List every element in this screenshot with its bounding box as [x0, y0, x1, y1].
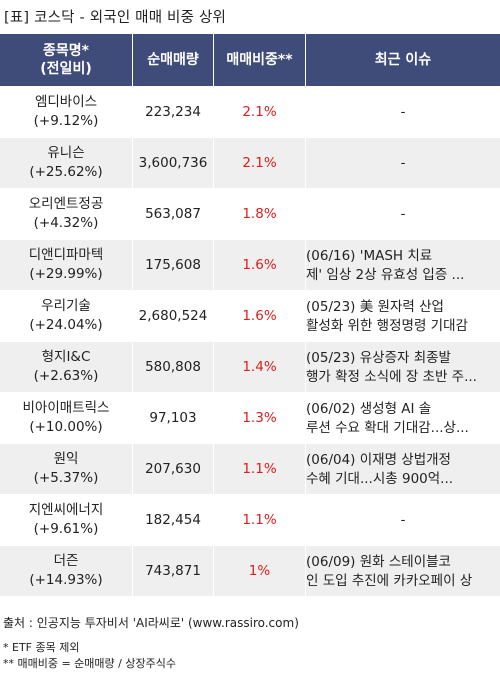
recent-issue-cell: - — [306, 188, 500, 239]
net-volume: 3,600,736 — [133, 137, 214, 188]
recent-issue-cell[interactable]: (06/09) 원화 스테이블코 인 도입 추진에 카카오페이 상 — [306, 545, 500, 596]
recent-issue-cell: - — [306, 86, 500, 137]
table-row: 더즌 (+14.93%) 743,871 1% (06/09) 원화 스테이블코 인 도… — [0, 545, 500, 596]
recent-issue-cell[interactable]: (06/16) 'MASH 치료 제' 임상 2상 유효성 입증 ... — [306, 239, 500, 290]
stock-name: 디앤디파마텍 — [28, 247, 104, 263]
recent-issue: (06/09) 원화 스테이블코 인 도입 추진에 카카오페이 상 — [306, 554, 473, 589]
trade-ratio: 1.8% — [214, 188, 306, 239]
recent-issue: (06/04) 이재명 상법개정 수혜 기대...시총 900억... — [306, 452, 454, 487]
trade-ratio: 2.1% — [214, 137, 306, 188]
stock-name: 더즌 — [53, 553, 79, 569]
table-row: 유니슨 (+25.62%) 3,600,736 2.1% - — [0, 137, 500, 188]
recent-issue-cell[interactable]: (05/23) 유상증자 최종발 행가 확정 소식에 장 초반 주... — [306, 341, 500, 392]
table-row: 디앤디파마텍 (+29.99%) 175,608 1.6% (06/16) 'MASH … — [0, 239, 500, 290]
price-change: (+5.37%) — [33, 470, 99, 486]
stock-name: 유니슨 — [47, 145, 85, 161]
net-volume: 580,808 — [133, 341, 214, 392]
stock-name-cell: 원익 (+5.37%) — [0, 443, 133, 494]
footnote-etf: * ETF 종목 제외 — [3, 641, 80, 654]
stock-name-cell: 형지I&C (+2.63%) — [0, 341, 133, 392]
trade-ratio: 1.1% — [214, 494, 306, 545]
recent-issue: - — [400, 103, 406, 120]
trade-ratio: 1.6% — [214, 239, 306, 290]
price-change: (+4.32%) — [33, 215, 99, 231]
recent-issue-cell[interactable]: (05/23) 美 원자력 산업 활성화 위한 행정명령 기대감 — [306, 290, 500, 341]
recent-issue-cell[interactable]: (06/02) 생성형 AI 솔 루션 수요 확대 기대감...상... — [306, 392, 500, 443]
trade-ratio: 1.4% — [214, 341, 306, 392]
table-row: 지엔씨에너지 (+9.61%) 182,454 1.1% - — [0, 494, 500, 545]
net-volume: 563,087 — [133, 188, 214, 239]
price-change: (+25.62%) — [29, 164, 103, 180]
price-change: (+9.61%) — [33, 521, 99, 537]
recent-issue: (05/23) 美 원자력 산업 활성화 위한 행정명령 기대감 — [306, 299, 468, 334]
header-net-volume: 순매매량 — [133, 34, 214, 86]
trade-ratio: 1.6% — [214, 290, 306, 341]
net-volume: 223,234 — [133, 86, 214, 137]
header-stock-name-line1: 종목명* — [43, 43, 89, 59]
stock-name: 원익 — [53, 451, 79, 467]
page-title: [표] 코스닥 - 외국인 매매 비중 상위 — [4, 10, 227, 26]
stock-name-cell: 우리기술 (+24.04%) — [0, 290, 133, 341]
table-body: 엠디바이스 (+9.12%) 223,234 2.1% - 유니슨 (+25.62%) 3,6… — [0, 86, 500, 596]
stock-name-cell: 디앤디파마텍 (+29.99%) — [0, 239, 133, 290]
net-volume: 207,630 — [133, 443, 214, 494]
stock-name-cell: 지엔씨에너지 (+9.61%) — [0, 494, 133, 545]
recent-issue-cell: - — [306, 137, 500, 188]
foreign-trading-table: 종목명* (전일비) 순매매량 매매비중** 최근 이슈 엠디바이스 (+9.12… — [0, 34, 500, 596]
header-stock-name-line2: (전일비) — [40, 61, 92, 77]
net-volume: 2,680,524 — [133, 290, 214, 341]
trade-ratio: 1.3% — [214, 392, 306, 443]
trade-ratio: 2.1% — [214, 86, 306, 137]
trade-ratio: 1.1% — [214, 443, 306, 494]
trade-ratio: 1% — [214, 545, 306, 596]
footnote-ratio: ** 매매비중 = 순매매량 / 상장주식수 — [3, 657, 176, 670]
stock-name: 오리엔트정공 — [28, 196, 104, 212]
table-row: 형지I&C (+2.63%) 580,808 1.4% (05/23) 유상증자 최종발… — [0, 341, 500, 392]
stock-name-cell: 엠디바이스 (+9.12%) — [0, 86, 133, 137]
recent-issue: (05/23) 유상증자 최종발 행가 확정 소식에 장 초반 주... — [306, 350, 477, 385]
stock-name-cell: 유니슨 (+25.62%) — [0, 137, 133, 188]
recent-issue: - — [400, 154, 406, 171]
stock-name-cell: 더즌 (+14.93%) — [0, 545, 133, 596]
source-note: 출처 : 인공지능 투자비서 'AI라씨로' (www.rassiro.com) — [3, 616, 299, 630]
net-volume: 175,608 — [133, 239, 214, 290]
net-volume: 97,103 — [133, 392, 214, 443]
price-change: (+10.00%) — [29, 419, 103, 435]
price-change: (+2.63%) — [33, 368, 99, 384]
header-trade-ratio: 매매비중** — [214, 34, 306, 86]
net-volume: 182,454 — [133, 494, 214, 545]
stock-name: 비아이매트릭스 — [22, 400, 110, 416]
recent-issue: (06/16) 'MASH 치료 제' 임상 2상 유효성 입증 ... — [306, 248, 465, 283]
recent-issue: - — [400, 511, 406, 528]
stock-name: 지엔씨에너지 — [28, 502, 104, 518]
header-recent-issue: 최근 이슈 — [306, 34, 500, 86]
table-row: 엠디바이스 (+9.12%) 223,234 2.1% - — [0, 86, 500, 137]
recent-issue-cell: - — [306, 494, 500, 545]
net-volume: 743,871 — [133, 545, 214, 596]
stock-name: 우리기술 — [41, 298, 91, 314]
price-change: (+24.04%) — [29, 317, 103, 333]
stock-name: 형지I&C — [41, 349, 91, 365]
header-stock-name: 종목명* (전일비) — [0, 34, 133, 86]
table-row: 원익 (+5.37%) 207,630 1.1% (06/04) 이재명 상법개정 수혜… — [0, 443, 500, 494]
stock-name-cell: 비아이매트릭스 (+10.00%) — [0, 392, 133, 443]
price-change: (+14.93%) — [29, 572, 103, 588]
recent-issue-cell[interactable]: (06/04) 이재명 상법개정 수혜 기대...시총 900억... — [306, 443, 500, 494]
price-change: (+29.99%) — [29, 266, 103, 282]
price-change: (+9.12%) — [33, 113, 99, 129]
table-row: 오리엔트정공 (+4.32%) 563,087 1.8% - — [0, 188, 500, 239]
table-row: 우리기술 (+24.04%) 2,680,524 1.6% (05/23) 美 원자력 … — [0, 290, 500, 341]
table-row: 비아이매트릭스 (+10.00%) 97,103 1.3% (06/02) 생성형 AI… — [0, 392, 500, 443]
stock-name: 엠디바이스 — [34, 94, 98, 110]
stock-name-cell: 오리엔트정공 (+4.32%) — [0, 188, 133, 239]
recent-issue: - — [400, 205, 406, 222]
table-header-row: 종목명* (전일비) 순매매량 매매비중** 최근 이슈 — [0, 34, 500, 86]
recent-issue: (06/02) 생성형 AI 솔 루션 수요 확대 기대감...상... — [306, 401, 469, 436]
